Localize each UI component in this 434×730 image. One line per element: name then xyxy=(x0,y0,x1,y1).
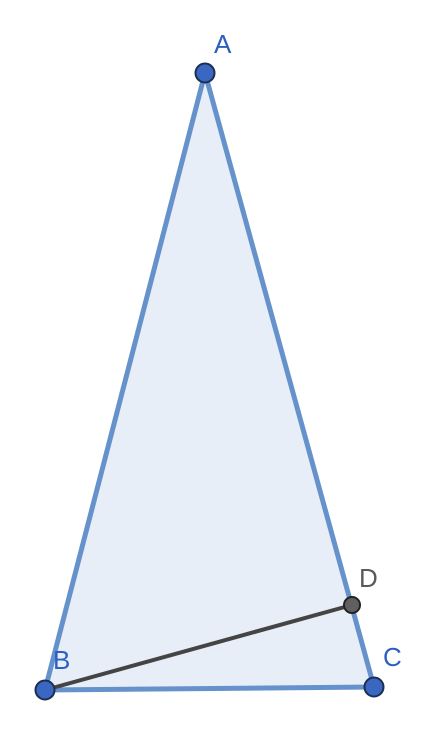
segment-bd xyxy=(43,603,354,692)
label-d: D xyxy=(359,563,378,593)
label-b: B xyxy=(53,645,70,675)
vertex-a[interactable] xyxy=(194,62,216,84)
label-c: C xyxy=(383,642,402,672)
triangle-abc xyxy=(42,70,377,693)
vertex-c[interactable] xyxy=(363,676,385,698)
vertex-b[interactable] xyxy=(34,679,56,701)
point-d[interactable] xyxy=(343,596,361,614)
label-a: A xyxy=(214,29,232,59)
